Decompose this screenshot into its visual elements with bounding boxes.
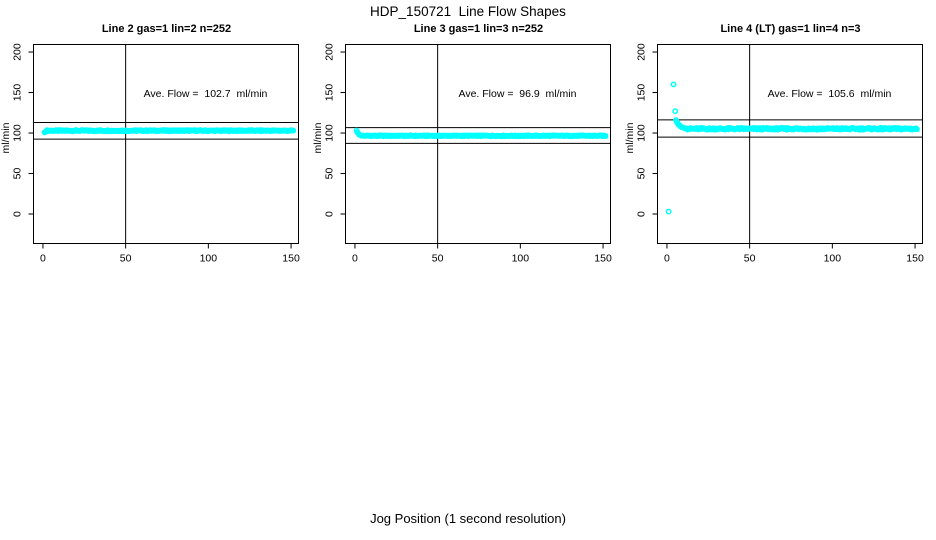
x-axis-tick-label: 0 [40, 253, 46, 265]
x-axis-tick-label: 50 [432, 253, 444, 265]
data-point [290, 127, 297, 134]
x-axis-outer-label: Jog Position (1 second resolution) [370, 511, 566, 526]
y-axis-tick-label: 100 [324, 124, 336, 142]
panel-line2-ave-flow-annotation: Ave. Flow = 102.7 ml/min [143, 88, 268, 100]
x-axis-tick-label: 100 [512, 253, 530, 265]
data-points [353, 127, 609, 140]
data-points [665, 81, 920, 215]
plot-box [33, 44, 299, 244]
x-axis-tick-label: 100 [824, 253, 842, 265]
y-axis-tick-label: 100 [636, 124, 648, 142]
x-axis-tick-label: 150 [906, 253, 924, 265]
panel-line3-ave-flow-annotation: Ave. Flow = 96.9 ml/min [458, 88, 577, 100]
x-axis-tick-label: 50 [120, 253, 132, 265]
plot-box [345, 44, 611, 244]
y-axis-label: ml/min [624, 122, 636, 153]
line2-scatter-plot: 0 50 100 150 0 50 100 150 200 ml/min [0, 43, 300, 265]
page-title: HDP_150721 Line Flow Shapes [370, 4, 566, 19]
y-axis-tick-label: 200 [636, 43, 648, 61]
y-axis-tick-label: 200 [12, 43, 24, 61]
panel-line2: Line 2 gas=1 lin=2 n=252 Ave. Flow = 102… [0, 0, 312, 270]
panel-line2-title: Line 2 gas=1 lin=2 n=252 [101, 23, 232, 35]
y-axis-tick-label: 150 [636, 84, 648, 102]
x-axis-tick-label: 50 [744, 253, 756, 265]
line4-scatter-plot: 0 50 100 150 0 50 100 150 200 ml/min [624, 43, 924, 265]
x-axis-tick-label: 0 [664, 253, 670, 265]
panel-line4: Line 4 (LT) gas=1 lin=4 n=3 Ave. Flow = … [624, 0, 936, 270]
y-axis-tick-label: 0 [324, 211, 336, 217]
y-axis-tick-label: 50 [636, 168, 648, 180]
data-point [665, 208, 672, 215]
x-axis-tick-label: 0 [352, 253, 358, 265]
data-points [41, 127, 297, 136]
y-axis-tick-label: 0 [12, 211, 24, 217]
plot-box [657, 44, 923, 244]
x-axis-tick-label: 150 [594, 253, 612, 265]
panel-line4-title: Line 4 (LT) gas=1 lin=4 n=3 [720, 23, 861, 35]
line3-scatter-plot: 0 50 100 150 0 50 100 150 200 ml/min [312, 43, 612, 265]
x-axis-tick-label: 150 [282, 253, 300, 265]
data-point [913, 126, 920, 133]
y-axis-label: ml/min [312, 122, 324, 153]
y-axis-label: ml/min [0, 122, 12, 153]
y-axis-tick-label: 150 [324, 84, 336, 102]
y-axis-tick-label: 200 [324, 43, 336, 61]
panel-line3-title: Line 3 gas=1 lin=3 n=252 [413, 23, 544, 35]
x-axis-tick-label: 100 [200, 253, 218, 265]
panel-line4-ave-flow-annotation: Ave. Flow = 105.6 ml/min [767, 88, 892, 100]
data-point [602, 133, 609, 139]
data-point [672, 108, 679, 115]
panel-line3: Line 3 gas=1 lin=3 n=252 Ave. Flow = 96.… [312, 0, 624, 270]
y-axis-tick-label: 0 [636, 211, 648, 217]
y-axis-tick-label: 150 [12, 84, 24, 102]
y-axis-tick-label: 50 [12, 168, 24, 180]
y-axis-tick-label: 50 [324, 168, 336, 180]
data-point [670, 81, 677, 88]
y-axis-tick-label: 100 [12, 124, 24, 142]
